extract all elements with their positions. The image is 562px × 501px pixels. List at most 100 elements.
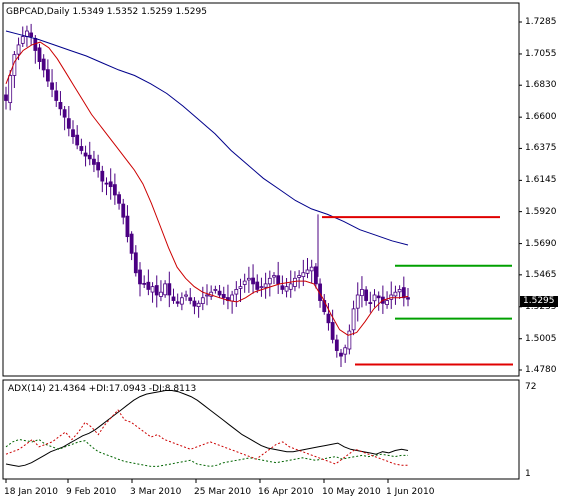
candle-body (163, 283, 168, 296)
candle-body (334, 339, 339, 351)
chart-title: GBPCAD,Daily 1.5349 1.5352 1.5259 1.5295 (6, 7, 207, 17)
price-plot (4, 23, 513, 367)
candle-body (280, 285, 285, 290)
candle-body (230, 294, 235, 302)
candle-body (326, 313, 331, 324)
candle-body (263, 283, 268, 288)
time-tick-label: 9 Feb 2010 (66, 487, 117, 497)
price-tick-label: 1.6375 (525, 143, 557, 154)
candle-body (376, 295, 381, 299)
candle-body (297, 275, 302, 278)
candle-body (276, 275, 281, 285)
price-tick-label: 1.7285 (525, 17, 557, 27)
candle-body (71, 129, 75, 138)
time-tick-label: 1 Jun 2010 (386, 487, 435, 497)
candle-body (37, 47, 42, 62)
candle-body (401, 287, 406, 299)
candle-body (196, 302, 201, 307)
candle-body (313, 266, 318, 285)
price-tick-label: 1.5465 (525, 269, 557, 280)
candle-body (355, 294, 360, 309)
candle-body (293, 277, 297, 287)
candle-body (364, 289, 369, 301)
candle-body (112, 184, 117, 196)
price-tick-label: 1.6830 (525, 80, 557, 91)
candle-body (133, 252, 138, 274)
candle-body (66, 118, 71, 129)
candle-body (8, 75, 13, 104)
adx-plot (5, 390, 409, 467)
candle-body (138, 269, 142, 285)
candle-body (62, 109, 67, 118)
candle-body (150, 286, 155, 293)
candle-body (104, 182, 109, 185)
candle-body (100, 170, 105, 182)
candle-body (54, 90, 59, 101)
candle-body (129, 233, 134, 254)
price-tick-label: 1.6600 (525, 112, 557, 123)
candle-body (146, 281, 151, 290)
candle-body (50, 82, 54, 90)
candle-body (221, 294, 226, 299)
candle-body (184, 294, 188, 297)
candle-body (75, 134, 80, 146)
candle-body (171, 296, 176, 301)
candle-body (108, 181, 113, 188)
candle-body (175, 301, 180, 304)
candle-body (267, 277, 272, 285)
candle-body (213, 289, 218, 291)
candle-body (343, 347, 348, 355)
candle-body (301, 272, 306, 278)
candle-body (372, 294, 377, 302)
candle-body (255, 281, 260, 290)
candle-body (92, 158, 96, 165)
candle-body (125, 215, 130, 238)
short-moving-average-line (5, 41, 409, 336)
candle-body (45, 69, 50, 82)
candle-body (142, 282, 147, 285)
candle-body (251, 277, 255, 285)
adx-indicator-title: ADX(14) 21.4364 +DI:17.0943 -DI:8.8113 (8, 384, 197, 394)
candle-body (4, 94, 8, 101)
candle-body (393, 291, 398, 297)
long-moving-average-line (5, 30, 409, 246)
time-tick-label: 16 Apr 2010 (258, 487, 314, 497)
candle-body (368, 302, 373, 304)
adx-scale-bottom: 1 (525, 469, 531, 479)
candle-body (288, 283, 293, 290)
candle-body (83, 152, 88, 157)
adx-panel (2, 379, 520, 480)
current-price-label: 1.5295 (520, 296, 558, 307)
price-tick-label: 1.7055 (525, 48, 557, 59)
candle-body (87, 154, 92, 160)
candle-body (188, 297, 193, 301)
candle-body (192, 300, 197, 307)
main-chart-panel (2, 2, 520, 377)
price-tick-label: 1.5005 (525, 333, 557, 344)
adx-scale-top: 72 (525, 382, 537, 392)
time-tick-label: 3 Mar 2010 (130, 487, 182, 497)
candle-body (205, 294, 209, 297)
candle-body (360, 289, 364, 297)
candle-body (58, 102, 63, 110)
time-tick-label: 25 Mar 2010 (194, 487, 252, 497)
candle-body (305, 269, 310, 274)
candle-body (16, 44, 21, 55)
candle-body (167, 283, 172, 296)
candle-body (330, 322, 335, 340)
candle-body (41, 58, 46, 71)
candle-body (20, 36, 25, 44)
candle-body (246, 277, 251, 281)
candle-body (309, 266, 314, 272)
candle-body (179, 297, 184, 305)
candle-body (159, 291, 163, 297)
candle-body (272, 275, 276, 278)
candle-body (339, 352, 343, 357)
price-tick-label: 1.5690 (525, 238, 557, 249)
candle-body (154, 285, 159, 296)
adx-line (5, 390, 409, 467)
candle-body (234, 289, 239, 295)
price-tick-label: 1.4780 (525, 365, 557, 375)
candle-body (121, 203, 126, 218)
